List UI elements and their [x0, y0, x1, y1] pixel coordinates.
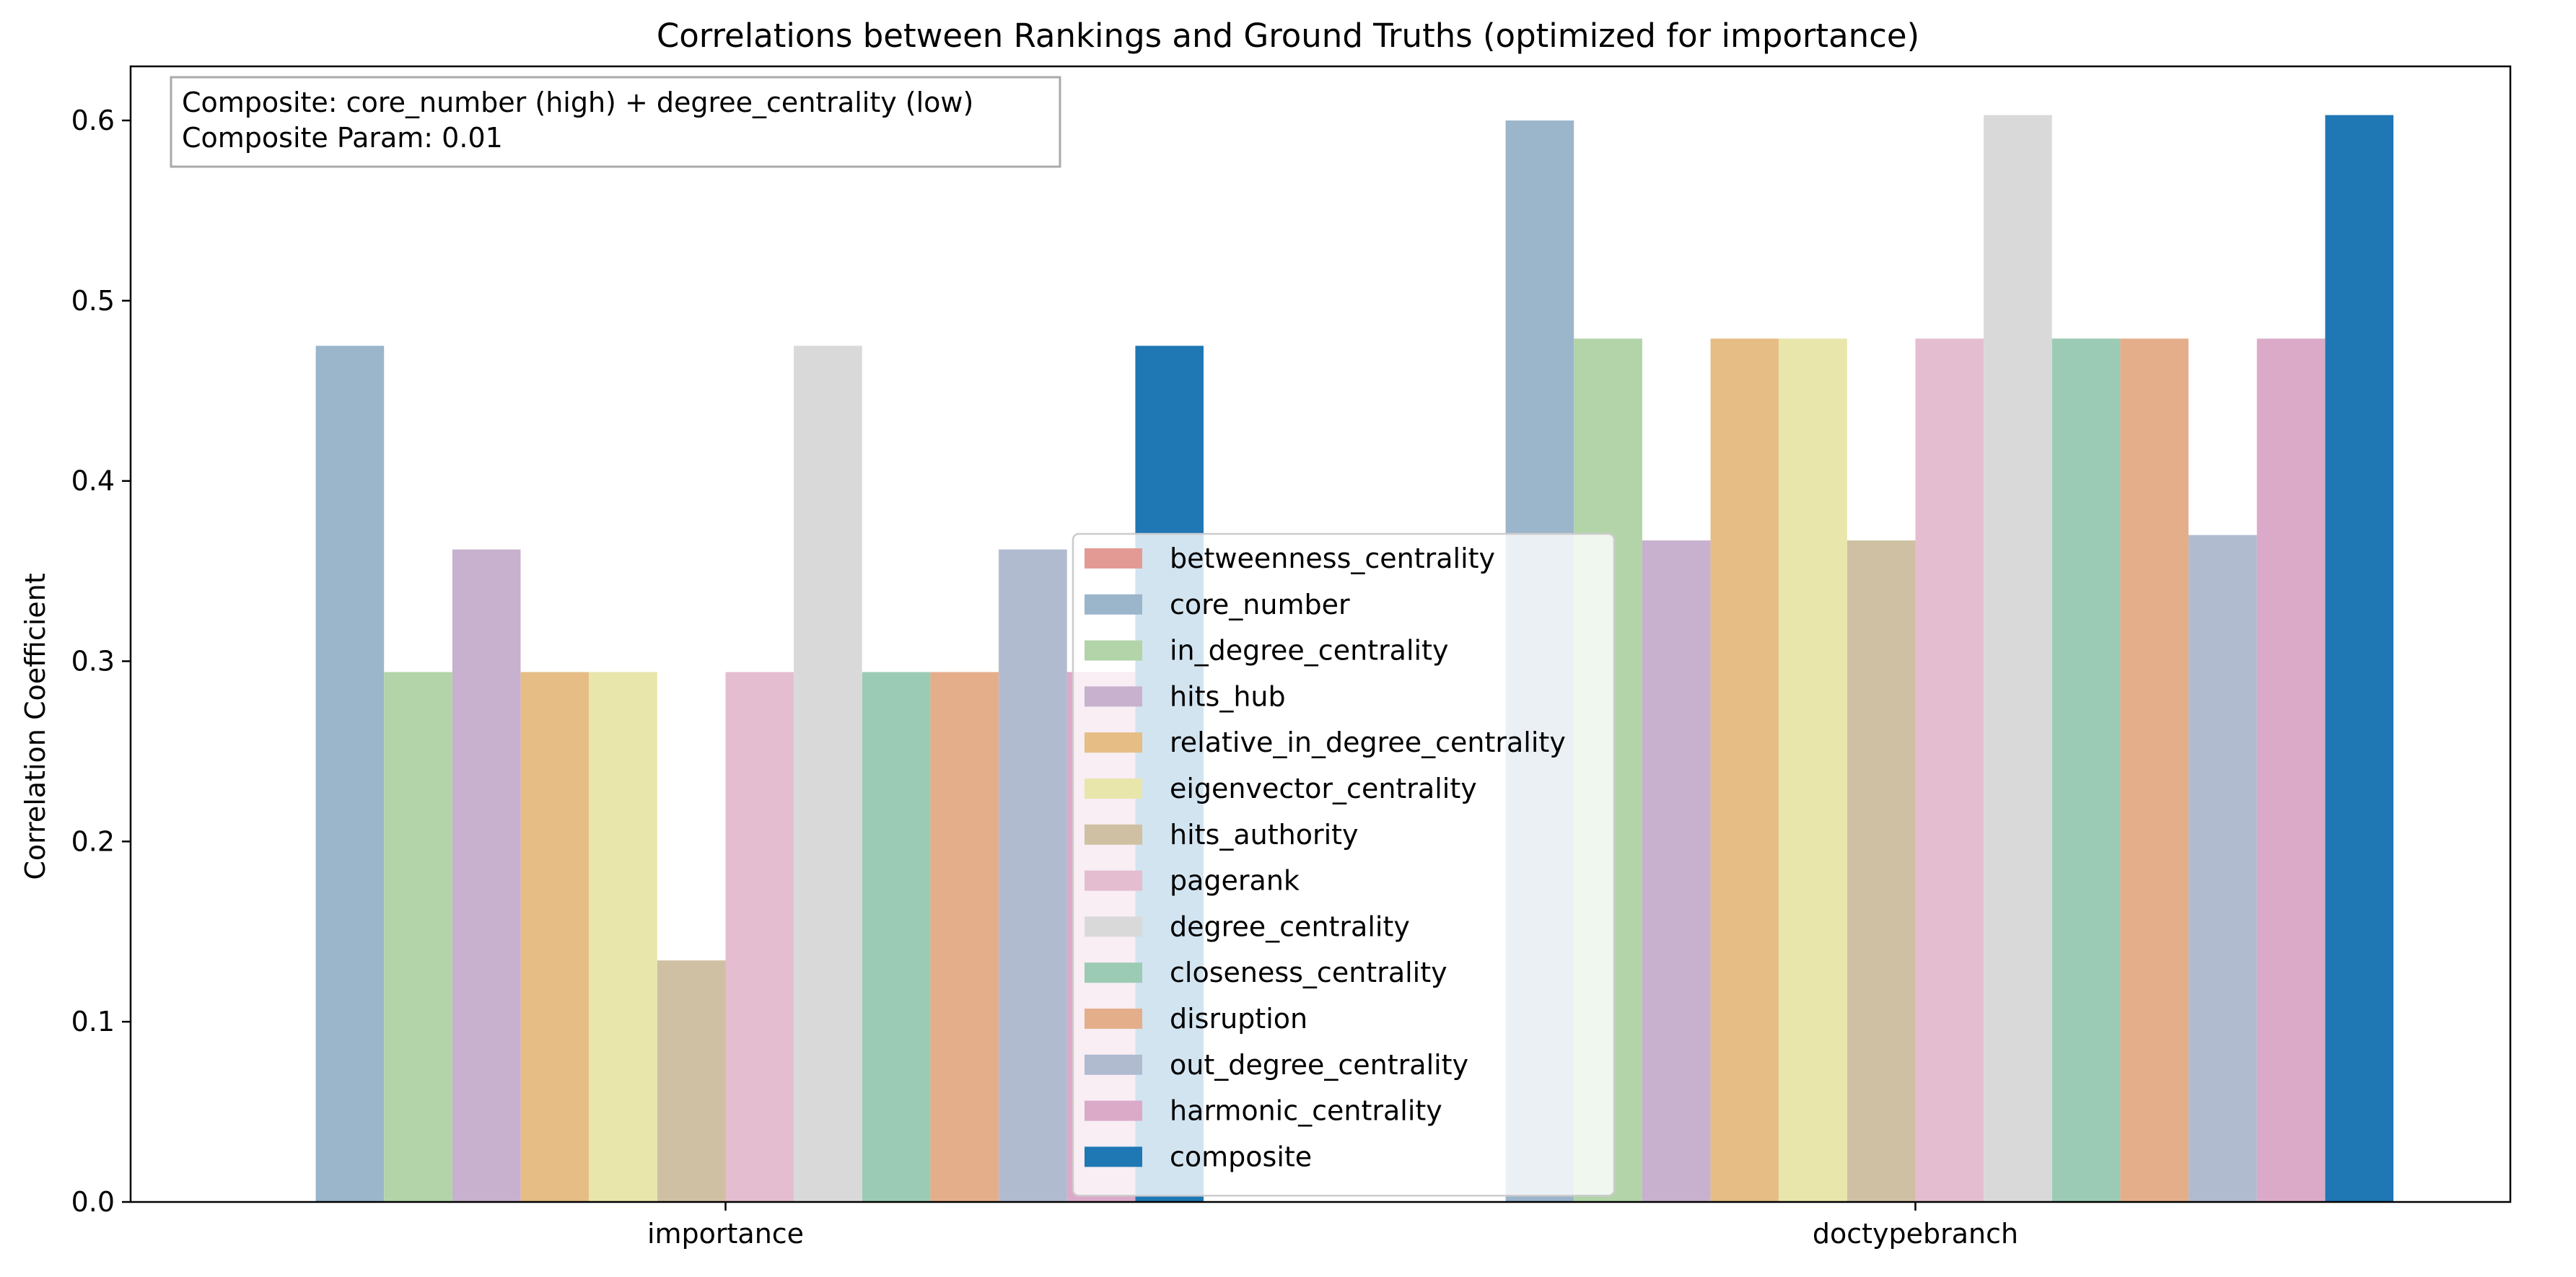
- y-tick-label: 0.0: [71, 1186, 115, 1218]
- bar-closeness_centrality-doctypebranch: [2051, 338, 2121, 1202]
- bar-harmonic_centrality-doctypebranch: [2256, 338, 2326, 1202]
- bar-in_degree_centrality-importance: [384, 672, 452, 1202]
- legend-label: betweenness_centrality: [1170, 543, 1495, 574]
- bar-degree_centrality-importance: [794, 346, 862, 1202]
- legend-swatch: [1085, 962, 1142, 983]
- legend-label: relative_in_degree_centrality: [1170, 727, 1566, 758]
- plot-frame: [129, 65, 2512, 1203]
- legend: betweenness_centrality core_number in_degr…: [1072, 532, 1616, 1197]
- annotation-frame: [170, 76, 1061, 168]
- legend-label: hits_hub: [1170, 680, 1286, 712]
- x-tick-label: importance: [647, 1218, 804, 1250]
- legend-swatch: [1085, 1009, 1142, 1029]
- bar-hits_authority-doctypebranch: [1846, 540, 1916, 1202]
- legend-label: closeness_centrality: [1170, 957, 1447, 988]
- y-tick-label: 0.2: [71, 825, 115, 857]
- bar-pagerank-doctypebranch: [1915, 338, 1984, 1202]
- legend-swatch: [1085, 640, 1142, 661]
- legend-swatch: [1085, 1146, 1142, 1167]
- legend-swatch: [1085, 686, 1142, 707]
- bar-core_number-importance: [315, 346, 385, 1202]
- legend-label: out_degree_centrality: [1170, 1049, 1468, 1081]
- bar-pagerank-importance: [725, 672, 794, 1202]
- bar-disruption-doctypebranch: [2120, 338, 2189, 1202]
- legend-label: disruption: [1170, 1003, 1307, 1035]
- legend-label: hits_authority: [1170, 819, 1359, 851]
- legend-label: eigenvector_centrality: [1170, 773, 1477, 804]
- bar-out_degree_centrality-importance: [999, 549, 1067, 1202]
- legend-swatch: [1085, 824, 1142, 845]
- bar-hits_authority-importance: [657, 960, 726, 1202]
- bar-composite-doctypebranch: [2325, 115, 2393, 1202]
- legend-swatch: [1085, 548, 1142, 569]
- bar-hits_hub-importance: [452, 549, 521, 1202]
- legend-swatch: [1085, 1100, 1142, 1121]
- chart-title: Correlations between Rankings and Ground…: [657, 17, 1919, 55]
- legend-label: degree_centrality: [1170, 910, 1410, 942]
- annotation-line-2: Composite Param: 0.01: [182, 122, 503, 154]
- legend-swatch: [1085, 732, 1142, 753]
- legend-swatch: [1085, 778, 1142, 799]
- y-tick-label: 0.5: [71, 285, 115, 317]
- y-tick-label: 0.3: [71, 645, 115, 677]
- bar-hits_hub-doctypebranch: [1642, 540, 1711, 1202]
- annotation-line-1: Composite: core_number (high) + degree_c…: [182, 87, 973, 118]
- legend-label: harmonic_centrality: [1170, 1095, 1442, 1127]
- bar-eigenvector_centrality-doctypebranch: [1779, 338, 1847, 1202]
- legend-swatch: [1085, 870, 1142, 891]
- legend-swatch: [1085, 1054, 1142, 1075]
- x-tick-label: doctypebranch: [1813, 1218, 2018, 1250]
- y-axis-label: Correlation Coefficient: [19, 573, 51, 879]
- legend-swatch: [1085, 594, 1142, 615]
- legend-label: in_degree_centrality: [1170, 635, 1448, 667]
- bar-eigenvector_centrality-importance: [589, 672, 657, 1202]
- legend-label: pagerank: [1170, 865, 1300, 897]
- bar-relative_in_degree_centrality-doctypebranch: [1710, 338, 1779, 1202]
- bar-out_degree_centrality-doctypebranch: [2189, 535, 2257, 1202]
- legend-frame: [1072, 532, 1616, 1197]
- y-tick-label: 0.6: [71, 105, 115, 136]
- legend-label: composite: [1170, 1141, 1312, 1172]
- axes-layer: 0.0 0.1 0.2 0.3 0.4 0.5 0.6 importance doctypebr…: [71, 65, 2512, 1250]
- y-tick-label: 0.4: [71, 465, 115, 497]
- bar-disruption-importance: [930, 672, 999, 1202]
- legend-swatch: [1085, 916, 1142, 937]
- bar-closeness_centrality-importance: [862, 672, 931, 1202]
- bar-relative_in_degree_centrality-importance: [520, 672, 590, 1202]
- legend-label: core_number: [1170, 589, 1350, 620]
- annotation-box: Composite: core_number (high) + degree_c…: [170, 76, 1061, 168]
- bar-degree_centrality-doctypebranch: [1984, 115, 2052, 1202]
- y-tick-label: 0.1: [71, 1006, 115, 1037]
